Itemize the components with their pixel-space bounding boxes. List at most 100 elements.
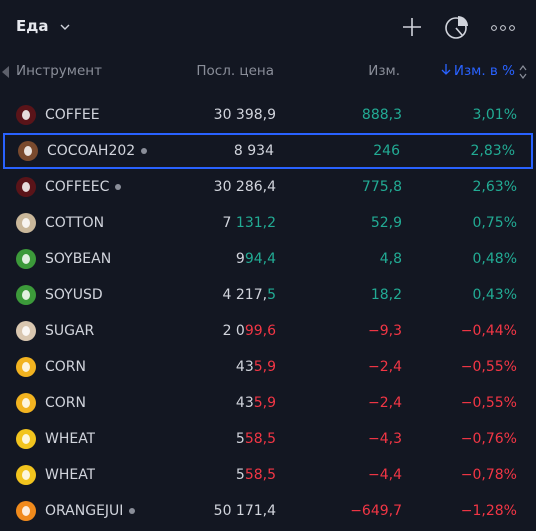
symbol[interactable]: CORN xyxy=(45,395,86,411)
symbol-icon xyxy=(16,105,36,125)
price-fixed: 43 xyxy=(235,359,254,375)
watchlist-row[interactable]: CORN 435,9 −2,4 −0,55% xyxy=(0,349,536,385)
symbol-icon xyxy=(16,501,36,521)
symbol-icon xyxy=(16,213,36,233)
symbol-icon xyxy=(16,249,36,269)
symbol-cell: WHEAT xyxy=(45,457,95,493)
price-fixed: 7 xyxy=(222,215,236,231)
symbol-cell: CORN xyxy=(45,385,86,421)
price-fixed: 5 xyxy=(235,431,245,447)
symbol[interactable]: SOYUSD xyxy=(45,287,103,303)
price-fixed: 30 286,4 xyxy=(213,179,276,195)
status-dot xyxy=(141,148,147,154)
symbol[interactable]: WHEAT xyxy=(45,467,96,483)
watchlist-row[interactable]: WHEAT 558,5 −4,3 −0,76% xyxy=(0,421,536,457)
price: 30 398,9 xyxy=(214,97,276,133)
symbol[interactable]: CORN xyxy=(45,359,86,375)
watchlist-row[interactable]: WHEAT 558,5 −4,4 −0,78% xyxy=(0,457,536,493)
status-dot xyxy=(115,184,122,190)
sort-arrow xyxy=(441,64,451,75)
symbol[interactable]: COFFEEC xyxy=(45,179,110,195)
symbol[interactable]: ORANGEJUI xyxy=(45,503,124,519)
symbol-cell: COCOAH202 xyxy=(47,133,147,169)
watchlist-row[interactable]: CORN 435,9 −2,4 −0,55% xyxy=(0,385,536,421)
col-instrument[interactable]: Инструмент xyxy=(16,63,102,79)
price: 4 217,5 xyxy=(223,277,276,313)
symbol[interactable]: SUGAR xyxy=(45,323,95,339)
watchlist-row[interactable]: SOYUSD 4 217,5 18,2 0,43% xyxy=(0,277,536,313)
symbol[interactable]: WHEAT xyxy=(45,431,96,447)
price: 7 131,2 xyxy=(223,205,276,241)
price-fixed: 2 0 xyxy=(222,323,245,339)
price-fixed: 9 xyxy=(235,251,245,267)
price: 2 099,6 xyxy=(223,313,276,349)
change-pct: −0,55% xyxy=(460,395,517,411)
status-dot xyxy=(129,508,136,514)
sort-icon[interactable] xyxy=(517,64,529,80)
watchlist-row[interactable]: COFFEE 30 398,9 888,3 3,01% xyxy=(0,97,536,133)
symbol-icon xyxy=(16,465,36,485)
price-fixed: 5 xyxy=(235,467,245,483)
col-change[interactable]: Изм. xyxy=(368,63,400,79)
watchlist-row[interactable]: SOYBEAN 994,4 4,8 0,48% xyxy=(0,241,536,277)
symbol-icon xyxy=(16,357,36,377)
price: 8 934 xyxy=(234,133,274,169)
watchlist-row[interactable]: COTTON 7 131,2 52,9 0,75% xyxy=(0,205,536,241)
symbol-cell: COFFEE xyxy=(45,97,100,133)
more-button[interactable] xyxy=(490,24,516,32)
pie-button[interactable] xyxy=(444,14,470,40)
col-price[interactable]: Посл. цена xyxy=(196,63,274,79)
change: −4,4 xyxy=(368,467,402,483)
list-title[interactable]: Еда xyxy=(16,17,70,35)
change-pct: −1,28% xyxy=(460,503,517,519)
price-fixed: 30 398,9 xyxy=(213,107,276,123)
symbol-icon xyxy=(16,393,36,413)
change: 4,8 xyxy=(379,251,402,267)
symbol[interactable]: COCOAH202 xyxy=(47,143,135,159)
change: 18,2 xyxy=(370,287,402,303)
symbol-cell: COTTON xyxy=(45,205,104,241)
change-pct: −0,44% xyxy=(460,323,517,339)
symbol[interactable]: COFFEE xyxy=(45,107,100,123)
change: −4,3 xyxy=(368,431,402,447)
col-change-pct-text[interactable]: Изм. в % xyxy=(453,63,515,79)
watchlist-row[interactable]: ORANGEJUI 50 171,4 −649,7 −1,28% xyxy=(0,493,536,529)
add-button[interactable] xyxy=(401,16,423,38)
watchlist-row[interactable]: COCOAH202 8 934 246 2,83% xyxy=(3,133,533,169)
col-change-pct[interactable]: Изм. в % xyxy=(441,63,515,79)
symbol-cell: COFFEEC xyxy=(45,169,122,205)
change-pct: 0,75% xyxy=(472,215,517,231)
symbol-cell: ORANGEJUI xyxy=(45,493,136,529)
watchlist-row[interactable]: COFFEEC 30 286,4 775,8 2,63% xyxy=(0,169,536,205)
price: 435,9 xyxy=(236,349,276,385)
change-pct: 0,48% xyxy=(472,251,517,267)
resize-handle[interactable] xyxy=(0,66,10,78)
change-pct: −0,76% xyxy=(460,431,517,447)
watchlist-row[interactable]: SUGAR 2 099,6 −9,3 −0,44% xyxy=(0,313,536,349)
price-fixed: 43 xyxy=(235,395,254,411)
symbol-icon xyxy=(16,321,36,341)
change: 888,3 xyxy=(361,107,402,123)
title-text[interactable]: Еда xyxy=(16,17,49,35)
change-pct: 2,63% xyxy=(472,179,517,195)
symbol-icon xyxy=(18,141,38,161)
change: 246 xyxy=(373,143,400,159)
change: −2,4 xyxy=(368,359,402,375)
price-changed: 5,9 xyxy=(253,395,276,411)
chevron[interactable] xyxy=(60,23,70,31)
change-pct: 0,43% xyxy=(472,287,517,303)
price-changed: 58,5 xyxy=(244,467,276,483)
symbol[interactable]: COTTON xyxy=(45,215,105,231)
price-changed: 94,4 xyxy=(244,251,276,267)
symbol[interactable]: SOYBEAN xyxy=(45,251,112,267)
symbol-cell: SUGAR xyxy=(45,313,94,349)
symbol-icon xyxy=(16,285,36,305)
price-changed: 58,5 xyxy=(244,431,276,447)
change-pct: −0,55% xyxy=(460,359,517,375)
change: −9,3 xyxy=(368,323,402,339)
change: −649,7 xyxy=(350,503,402,519)
price: 50 171,4 xyxy=(214,493,276,529)
change: 52,9 xyxy=(370,215,402,231)
